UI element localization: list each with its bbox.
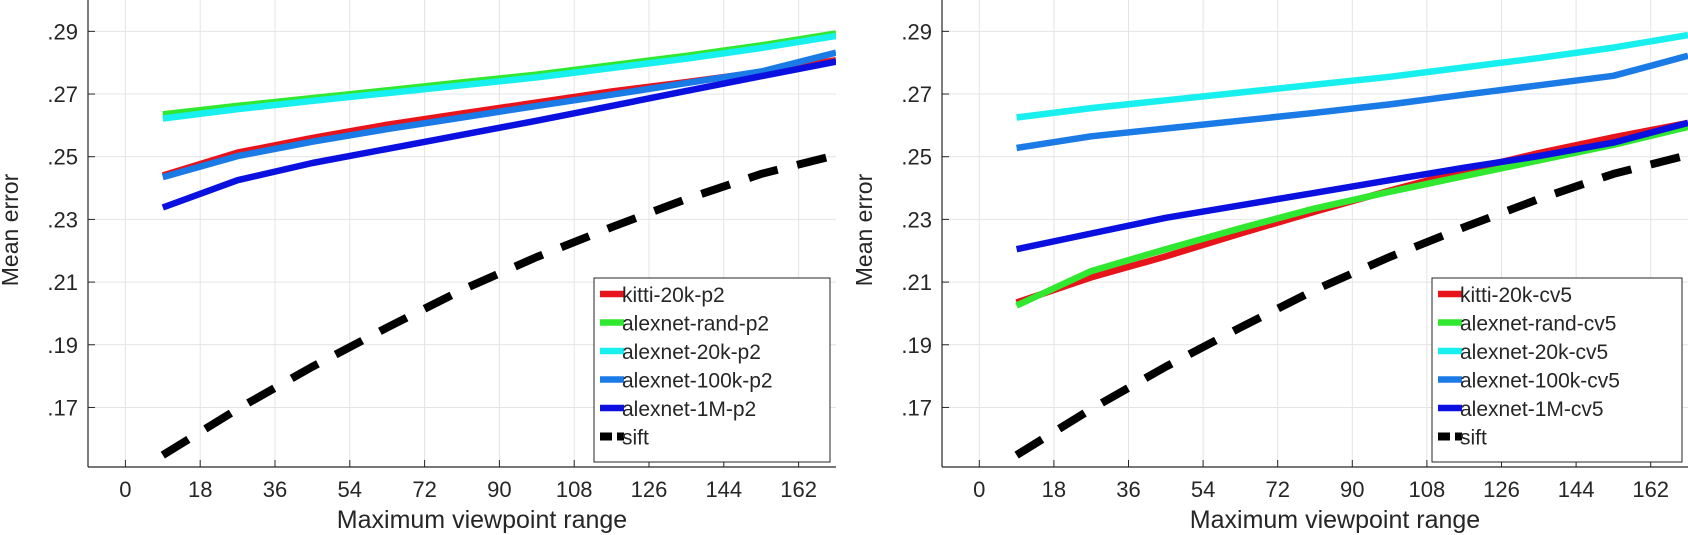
series-line-alexnet-1M-p2	[161, 58, 836, 211]
y-tick-label: .23	[901, 207, 932, 232]
legend-label: kitti-20k-p2	[622, 284, 725, 307]
x-tick-label: 54	[338, 477, 362, 502]
y-tick-label: .29	[901, 19, 932, 44]
legend-label: sift	[1460, 427, 1487, 450]
y-tick-label: .17	[47, 395, 78, 420]
x-tick-label: 36	[263, 477, 287, 502]
y-tick-label: .21	[901, 270, 932, 295]
legend-label: alexnet-20k-p2	[622, 341, 761, 364]
x-tick-label: 108	[556, 477, 593, 502]
legend-label: alexnet-rand-p2	[622, 313, 769, 336]
y-tick-label: .25	[901, 145, 932, 170]
y-tick-label: .19	[47, 333, 78, 358]
series-line-alexnet-1M-cv5	[1015, 119, 1688, 253]
y-tick-label: .27	[901, 82, 932, 107]
chart-2: 0 18 36 54 72 90 108 126 144 162 .17 .19 .21 .23 .25 .2…	[851, 0, 1688, 534]
plot-area	[1014, 31, 1688, 459]
y-tick-label: .17	[901, 395, 932, 420]
y-axis-label: Mean error	[851, 173, 877, 286]
x-tick-label: 72	[1265, 477, 1289, 502]
legend-label: alexnet-rand-cv5	[1460, 313, 1616, 336]
x-axis-label: Maximum viewpoint range	[1190, 506, 1480, 534]
x-tick-label: 72	[412, 477, 436, 502]
x-tick-label: 126	[1483, 477, 1520, 502]
y-tick-label: .25	[47, 145, 78, 170]
x-tick-label: 36	[1116, 477, 1140, 502]
legend-label: alexnet-1M-cv5	[1460, 398, 1604, 421]
x-tick-label: 144	[705, 477, 742, 502]
x-tick-label: 0	[119, 477, 131, 502]
y-axis-label: Mean error	[0, 173, 23, 286]
chart-1: 0 18 36 54 72 90 108 126 144 162 .17 .19 .21 .23 .25 .2…	[0, 0, 836, 534]
y-tick-label: .27	[47, 82, 78, 107]
series-line-sift	[1014, 151, 1688, 459]
legend-label: sift	[622, 427, 649, 450]
series-line-sift	[160, 151, 836, 459]
legend-box	[593, 277, 831, 463]
series-line-alexnet-20k-p2	[162, 32, 836, 122]
legend-label: alexnet-100k-p2	[622, 370, 773, 393]
x-tick-label: 18	[188, 477, 212, 502]
x-tick-label: 108	[1409, 477, 1446, 502]
legend: kitti-20k-p2 alexnet-rand-p2 alexnet-20k-p…	[593, 277, 831, 463]
series-line-alexnet-100k-p2	[161, 49, 836, 181]
y-tick-label: .29	[47, 19, 78, 44]
legend-label: alexnet-100k-cv5	[1460, 370, 1620, 393]
x-tick-label: 54	[1191, 477, 1215, 502]
legend-label: kitti-20k-cv5	[1460, 284, 1572, 307]
x-tick-label: 18	[1042, 477, 1066, 502]
legend-label: alexnet-1M-p2	[622, 398, 756, 421]
x-tick-label: 90	[487, 477, 511, 502]
legend: kitti-20k-cv5 alexnet-rand-cv5 alexnet-20k…	[1431, 277, 1683, 463]
legend-box	[1431, 277, 1683, 463]
x-tick-label: 126	[631, 477, 668, 502]
x-axis-label: Maximum viewpoint range	[337, 506, 627, 534]
x-tick-label: 0	[973, 477, 985, 502]
x-tick-label: 162	[780, 477, 817, 502]
legend-label: alexnet-20k-cv5	[1460, 341, 1608, 364]
series-line-alexnet-20k-cv5	[1016, 31, 1688, 121]
y-tick-label: .21	[47, 270, 78, 295]
y-tick-label: .19	[901, 333, 932, 358]
x-tick-label: 144	[1558, 477, 1595, 502]
plot-area	[160, 30, 836, 459]
y-tick-label: .23	[47, 207, 78, 232]
x-tick-label: 162	[1632, 477, 1669, 502]
x-tick-label: 90	[1340, 477, 1364, 502]
series-line-alexnet-100k-cv5	[1016, 52, 1688, 152]
